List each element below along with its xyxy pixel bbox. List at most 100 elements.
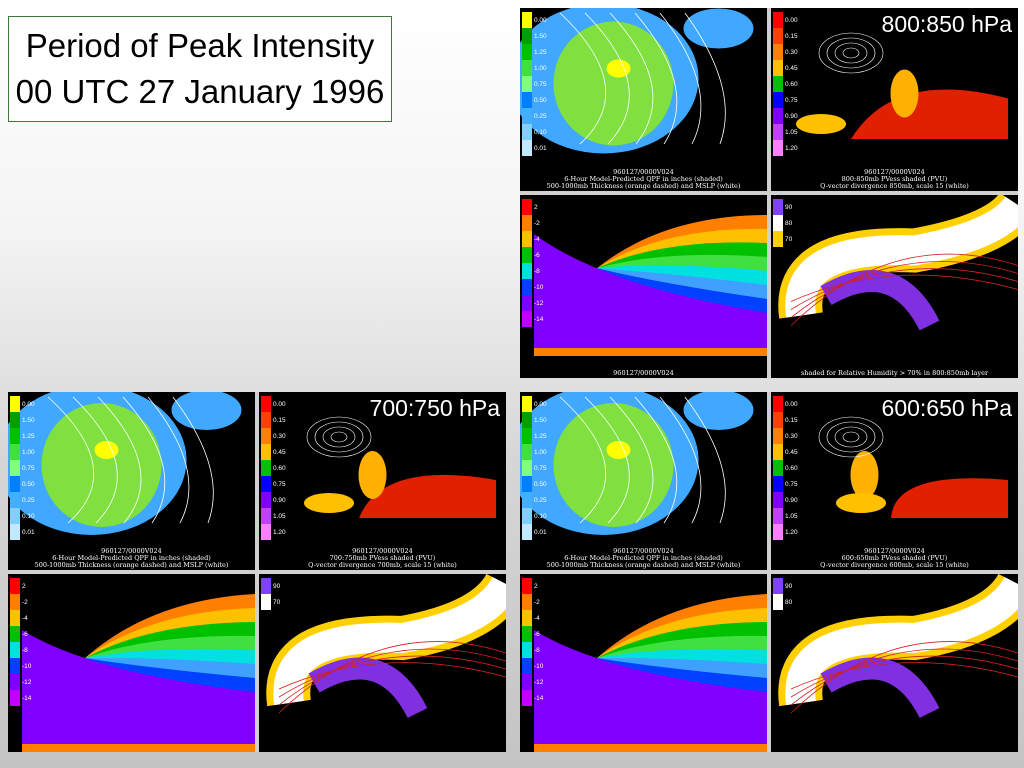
colorbar-swatch [773,44,783,60]
pv-contour [790,648,1018,706]
map-caption: 500-1000mb Thickness (orange dashed) and… [547,182,741,190]
colorbar-label: 0.01 [534,145,547,152]
colorbar-label: -12 [534,300,544,307]
colorbar-label: 0.01 [22,529,35,536]
colorbar-label: 0.30 [273,433,286,440]
q-contour [834,42,868,64]
isobar [97,396,142,524]
map-content [818,416,1008,518]
colorbar-label: 0.10 [534,513,547,520]
colorbar-label: 0.15 [273,417,286,424]
rh-core [820,270,940,331]
colorbar-swatch [522,642,532,658]
isobar [684,396,726,524]
weather-map: 0.00 0.15 0.30 0.45 0.60 0.75 0.90 1.05 1.20 9601… [771,8,1018,191]
weather-map: 90 80 70 shaded for Relative Humidity > 70%… [771,195,1018,378]
colorbar-label: 1.00 [534,65,547,72]
panel: 0.00 1.50 1.25 1.00 0.75 0.50 0.25 0.10 0.01 9601… [8,392,506,752]
colorbar-label: 90 [273,583,281,590]
pv-contour [278,655,506,698]
colorbar-swatch [522,610,532,626]
colorbar-label: -10 [534,284,544,291]
pv-contour [278,662,506,690]
weather-map: 2 -2 -4 -6 -8 -10 -12 -14 960127/0000V024 [520,195,767,378]
colorbar-label: 1.00 [22,449,35,456]
map-content [520,8,754,154]
colorbar-label: 0.45 [785,449,798,456]
isobar [609,396,654,524]
map-caption: 800:850mb PVess shaded (PVU) [842,175,948,183]
colorbar-swatch [10,428,20,444]
map-caption: Q-vector divergence 850mb, scale 15 (whi… [820,182,969,190]
colorbar-swatch [10,396,20,412]
colorbar-label: 1.50 [534,417,547,424]
map-content [778,195,1018,331]
thickness-band [534,234,767,356]
qpf-area [41,403,162,527]
pv-contour [790,641,1018,714]
weather-map: 0.00 1.50 1.25 1.00 0.75 0.50 0.25 0.10 0.01 9601… [520,392,767,570]
map-caption: Q-vector divergence 700mb, scale 15 (whi… [308,561,457,569]
colorbar-swatch [773,492,783,508]
level-label: 700:750 hPa [370,395,501,421]
colorbar-swatch [10,642,20,658]
colorbar-label: -10 [534,663,544,670]
colorbar-label: 0.75 [785,481,798,488]
pv-area [358,451,387,499]
colorbar-label: 70 [785,236,793,243]
colorbar-swatch [261,578,271,594]
colorbar-label: -10 [22,663,32,670]
colorbar-label: 80 [785,220,793,227]
colorbar-label: 0.90 [785,497,798,504]
colorbar-label: 0.01 [534,529,547,536]
colorbar-label: 90 [785,204,793,211]
colorbar-label: -2 [534,220,540,227]
colorbar-label: 80 [785,599,793,606]
map-caption: 6-Hour Model-Predicted QPF in inches (sh… [564,175,723,183]
colorbar-swatch [10,492,20,508]
colorbar-swatch [773,12,783,28]
colorbar-swatch [10,674,20,690]
colorbar-swatch [522,444,532,460]
map-content [520,392,754,535]
map-caption: 960127/0000V024 [352,547,413,555]
map-content [266,574,506,719]
qpf-area [94,441,119,459]
isobar [584,12,630,145]
colorbar-swatch [522,215,532,231]
q-contour [826,37,876,69]
colorbar-swatch [522,44,532,60]
colorbar-swatch [10,594,20,610]
isobar [609,12,654,145]
rh-band [273,576,506,706]
colorbar-label: 0.90 [273,497,286,504]
pv-contour [790,261,1018,318]
colorbar-swatch [773,578,783,594]
colorbar-swatch [522,578,532,594]
colorbar-label: 0.45 [273,449,286,456]
thickness-band [22,630,255,752]
q-contour [834,426,868,448]
pv-contour [278,641,506,714]
colorbar-swatch [10,476,20,492]
colorbar-swatch [10,610,20,626]
map-caption: 960127/0000V024 [864,547,925,555]
colorbar-label: 0.00 [785,401,798,408]
q-contour [818,416,884,458]
colorbar-label: -4 [534,236,540,243]
pv-area [891,478,1008,518]
colorbar-label: 1.25 [534,49,547,56]
weather-map: 0.00 1.50 1.25 1.00 0.75 0.50 0.25 0.10 0.01 9601… [8,392,255,570]
colorbar-swatch [261,460,271,476]
q-contour [818,32,884,74]
isobar [47,396,94,524]
colorbar-label: -2 [534,599,540,606]
colorbar-swatch [773,140,783,156]
weather-map: 2 -2 -4 -6 -8 -10 -12 -14 [8,574,255,752]
map-content [796,32,1008,139]
map-content [8,392,242,535]
colorbar-label: 0.60 [785,81,798,88]
colorbar-swatch [261,396,271,412]
qpf-area [683,8,754,49]
map-content [22,594,255,752]
